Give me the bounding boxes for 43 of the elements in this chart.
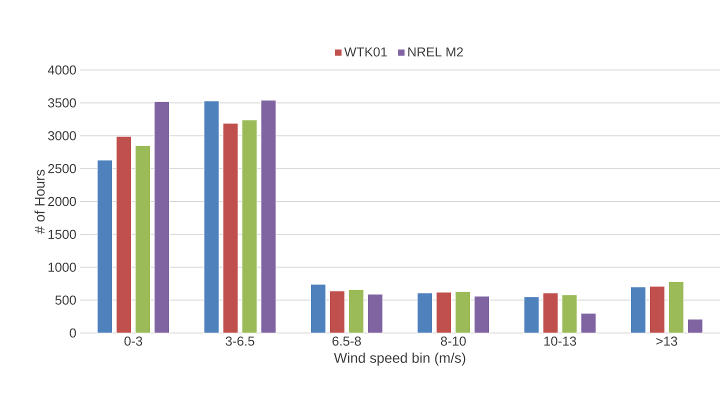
x-tick-label: 6.5-8 — [332, 336, 361, 346]
bar — [455, 291, 471, 334]
bar — [668, 281, 684, 334]
legend-label: NREL M2 — [408, 47, 463, 56]
x-tick-label: 8-10 — [440, 336, 466, 346]
x-tick-label: >13 — [656, 336, 678, 346]
y-tick-label: 3500 — [48, 98, 76, 108]
bar — [417, 292, 433, 334]
bar — [222, 122, 238, 334]
bar — [348, 289, 364, 334]
y-tick-label: 1000 — [48, 262, 76, 272]
y-tick-label: 2500 — [48, 164, 76, 174]
bar — [436, 292, 452, 334]
y-tick-label: 4000 — [48, 65, 76, 75]
y-axis-title: # of Hours — [34, 170, 45, 234]
x-axis-title: Wind speed bin (m/s) — [334, 352, 466, 366]
bar — [135, 145, 151, 334]
bar — [260, 100, 276, 334]
bar — [116, 136, 132, 334]
y-tick-label: 3000 — [48, 131, 76, 140]
bar — [649, 286, 665, 334]
bar — [367, 294, 383, 334]
bar — [524, 296, 540, 334]
legend-label: WTK01 — [344, 47, 387, 57]
x-tick-label: 3-6.5 — [226, 336, 254, 346]
bar — [97, 160, 113, 334]
bar — [310, 284, 326, 334]
bar — [329, 290, 345, 334]
x-tick-label: 10-13 — [544, 336, 576, 346]
bar — [580, 312, 596, 334]
bar — [630, 286, 646, 334]
bar — [204, 100, 220, 334]
y-tick-label: 0 — [70, 328, 76, 338]
y-tick-label: 500 — [55, 296, 76, 305]
x-tick-label: 0-3 — [124, 336, 142, 346]
bar — [242, 120, 258, 334]
bar — [542, 292, 558, 334]
bar — [474, 296, 490, 334]
bar — [687, 318, 703, 334]
bar — [154, 101, 170, 334]
y-tick-label: 2000 — [48, 196, 76, 206]
bar — [562, 294, 578, 334]
y-tick-label: 1500 — [48, 230, 76, 239]
